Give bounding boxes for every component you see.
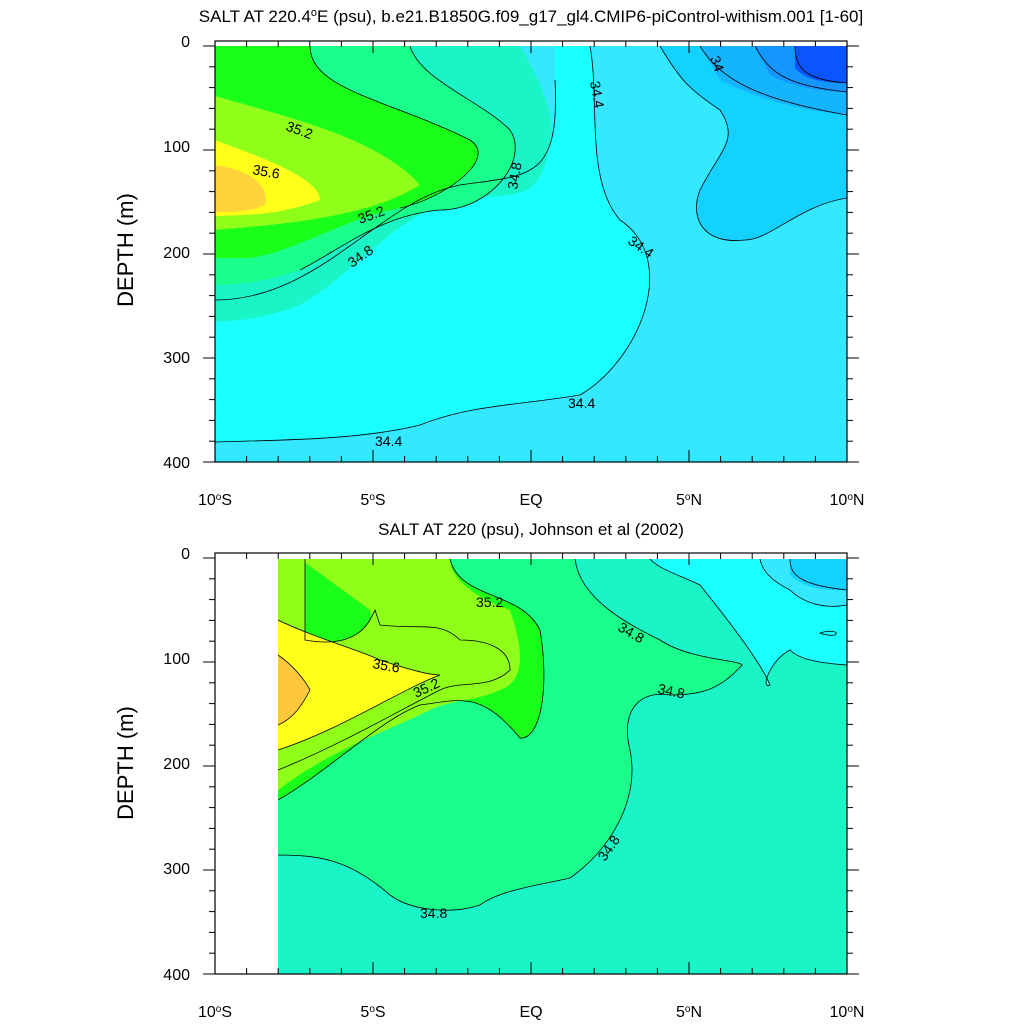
y-tick-label: 400 <box>163 967 190 984</box>
top-contour-field <box>215 46 847 462</box>
x-tick-label: 5oN <box>676 492 702 510</box>
bottom-contour-labels: 35.2 35.6 35.2 34.8 34.8 34.8 34.8 <box>371 594 686 921</box>
bottom-contour-label: 34.8 <box>656 680 686 701</box>
x-tick-label: 10oN <box>830 492 865 510</box>
bottom-panel-title: SALT AT 220 (psu), Johnson et al (2002) <box>378 520 684 539</box>
top-region-34-6 <box>215 46 650 442</box>
x-tick-label: EQ <box>519 492 542 509</box>
top-contour-label: 34.4 <box>587 80 608 110</box>
top-panel: SALT AT 220.4oE (psu), b.e21.B1850G.f09_… <box>113 7 864 509</box>
x-tick-label: 10oN <box>830 1004 865 1022</box>
x-tick-label: 5oN <box>676 1004 702 1022</box>
y-tick-label: 0 <box>181 34 190 51</box>
bot-region-36-0 <box>278 655 310 725</box>
x-tick-label: 5oS <box>360 492 385 510</box>
bottom-contour-label: 35.6 <box>371 655 401 676</box>
x-tick-label: 5oS <box>360 1004 385 1022</box>
y-tick-label: 200 <box>163 756 190 773</box>
y-tick-label: 100 <box>163 651 190 668</box>
bot-region-35-6 <box>278 620 440 750</box>
bot-region-34-2 <box>790 559 847 591</box>
bottom-y-axis-label: DEPTH (m) <box>113 706 138 820</box>
top-axis-ticks <box>203 41 859 463</box>
y-tick-label: 0 <box>181 546 190 563</box>
bottom-contour-label: 34.8 <box>420 905 447 921</box>
top-y-axis-label: DEPTH (m) <box>113 193 138 307</box>
y-tick-label: 300 <box>163 861 190 878</box>
y-tick-label: 100 <box>163 139 190 156</box>
x-tick-label: 10oS <box>198 492 232 510</box>
bottom-contour-label: 35.2 <box>476 594 503 610</box>
bottom-y-tick-labels: 0 100 200 300 400 <box>163 546 190 984</box>
top-contour-label: 34.4 <box>568 395 595 411</box>
y-tick-label: 200 <box>163 245 190 262</box>
top-contour-label: 34 <box>707 54 727 74</box>
x-tick-label: 10oS <box>198 1004 232 1022</box>
bottom-axis-ticks <box>203 553 859 975</box>
y-tick-label: 300 <box>163 350 190 367</box>
top-panel-title: SALT AT 220.4oE (psu), b.e21.B1850G.f09_… <box>199 7 863 26</box>
top-x-tick-labels: 10oS 5oS EQ 5oN 10oN <box>198 492 864 510</box>
top-region-36-0 <box>215 165 266 212</box>
top-contour-label: 34.4 <box>375 433 402 449</box>
y-tick-label: 400 <box>163 455 190 472</box>
top-contour-label: 35.6 <box>251 161 281 182</box>
x-tick-label: EQ <box>519 1004 542 1021</box>
top-contour-label: 34.8 <box>504 161 525 191</box>
bottom-x-tick-labels: 10oS 5oS EQ 5oN 10oN <box>198 1004 864 1022</box>
bottom-contour-field <box>278 559 847 974</box>
top-y-tick-labels: 0 100 200 300 400 <box>163 34 190 472</box>
bottom-panel: SALT AT 220 (psu), Johnson et al (2002) … <box>113 520 864 1021</box>
